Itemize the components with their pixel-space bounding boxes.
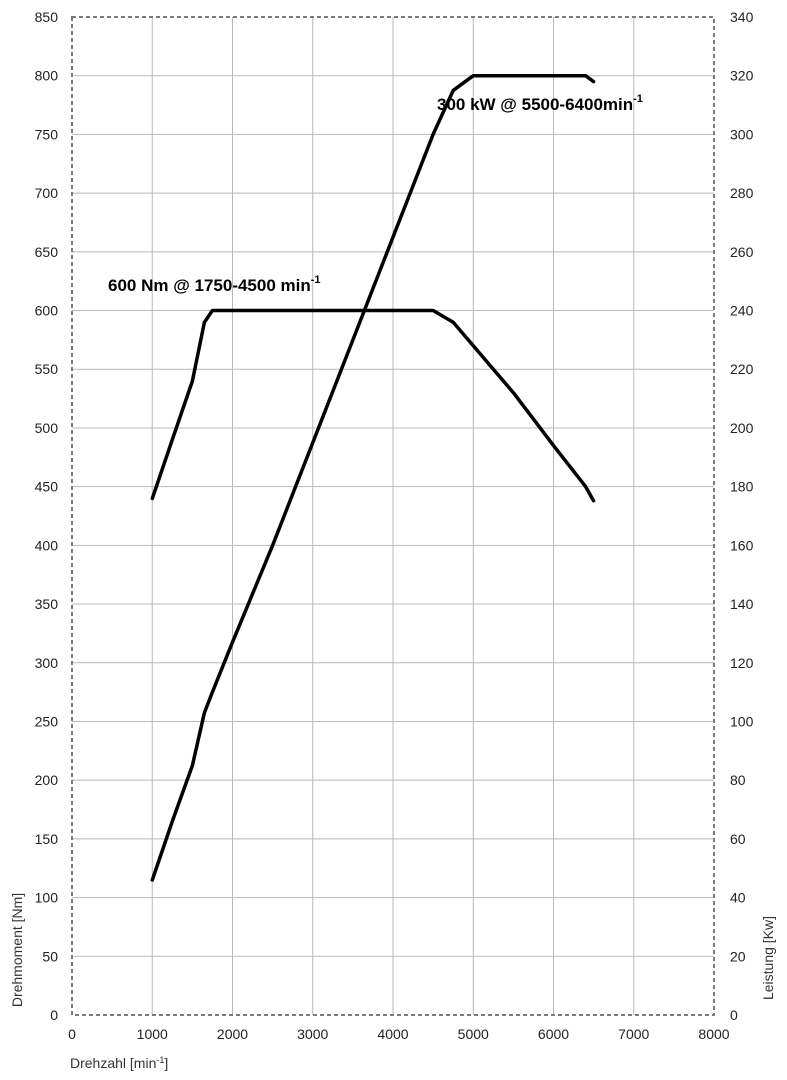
y-left-tick-label: 150 [35,831,59,847]
grid [72,17,714,1015]
peak-annotation-sup: -1 [633,93,643,105]
peak-annotation-sup: -1 [311,274,321,286]
x-axis-label: Drehzahl [min-1] [70,1055,168,1071]
y-right-tick-label: 20 [730,948,746,964]
x-tick-label: 2000 [217,1026,248,1042]
y-left-tick-label: 550 [35,361,59,377]
y-left-tick-label: 400 [35,537,59,553]
peak-annotation-main: 600 Nm @ 1750-4500 min [108,276,311,295]
y-left-tick-label: 650 [35,244,59,260]
y-right-tick-label: 100 [730,713,754,729]
x-axis-label-sup: -1 [156,1055,164,1065]
y-left-tick-label: 350 [35,596,59,612]
y-right-tick-label: 280 [730,185,754,201]
x-axis-label-close: ] [164,1055,168,1071]
y-right-tick-label: 220 [730,361,754,377]
torque-curve [150,308,596,503]
y-left-tick-label: 0 [50,1007,58,1023]
y-right-tick-label: 80 [730,772,746,788]
y-axis-label-left: Drehmoment [Nm] [9,893,25,1007]
x-tick-label: 3000 [297,1026,328,1042]
y-right-tick-label: 120 [730,655,754,671]
curves [150,73,596,882]
y-left-tick-label: 750 [35,126,59,142]
x-tick-label: 5000 [458,1026,489,1042]
y-right-tick-label: 300 [730,126,754,142]
y-right-tick-label: 0 [730,1007,738,1023]
y-right-tick-label: 260 [730,244,754,260]
y-right-tick-label: 40 [730,890,746,906]
y-axis-label-right: Leistung [Kw] [760,916,776,1000]
y-left-tick-label: 850 [35,9,59,25]
y-left-tick-label: 100 [35,890,59,906]
y-right-tick-label: 140 [730,596,754,612]
y-left-tick-label: 50 [42,948,58,964]
y-left-tick-label: 600 [35,303,59,319]
y-right-tick-label: 200 [730,420,754,436]
y-right-tick-label: 60 [730,831,746,847]
y-left-tick-label: 800 [35,68,59,84]
x-tick-label: 1000 [137,1026,168,1042]
x-axis-label-main: Drehzahl [min [70,1055,156,1071]
y-right-tick-label: 320 [730,68,754,84]
y-right-tick-label: 180 [730,479,754,495]
y-left-tick-label: 300 [35,655,59,671]
x-tick-label: 4000 [377,1026,408,1042]
y-left-tick-label: 250 [35,713,59,729]
y-right-tick-label: 240 [730,303,754,319]
y-right-tick-label: 340 [730,9,754,25]
x-tick-label: 0 [68,1026,76,1042]
peak-annotation: 600 Nm @ 1750-4500 min-1 [108,274,321,295]
x-tick-label: 8000 [698,1026,729,1042]
tick-labels: 0501001502002503003504004505005506006507… [35,9,754,1042]
y-left-tick-label: 500 [35,420,59,436]
y-left-tick-label: 700 [35,185,59,201]
y-left-tick-label: 450 [35,479,59,495]
y-right-tick-label: 160 [730,537,754,553]
y-left-tick-label: 200 [35,772,59,788]
plot-frame [71,16,715,1016]
peak-annotation: 300 kW @ 5500-6400min-1 [437,93,643,114]
power-curve [150,73,596,882]
peak-annotation-main: 300 kW @ 5500-6400min [437,95,633,114]
x-tick-label: 7000 [618,1026,649,1042]
x-tick-label: 6000 [538,1026,569,1042]
